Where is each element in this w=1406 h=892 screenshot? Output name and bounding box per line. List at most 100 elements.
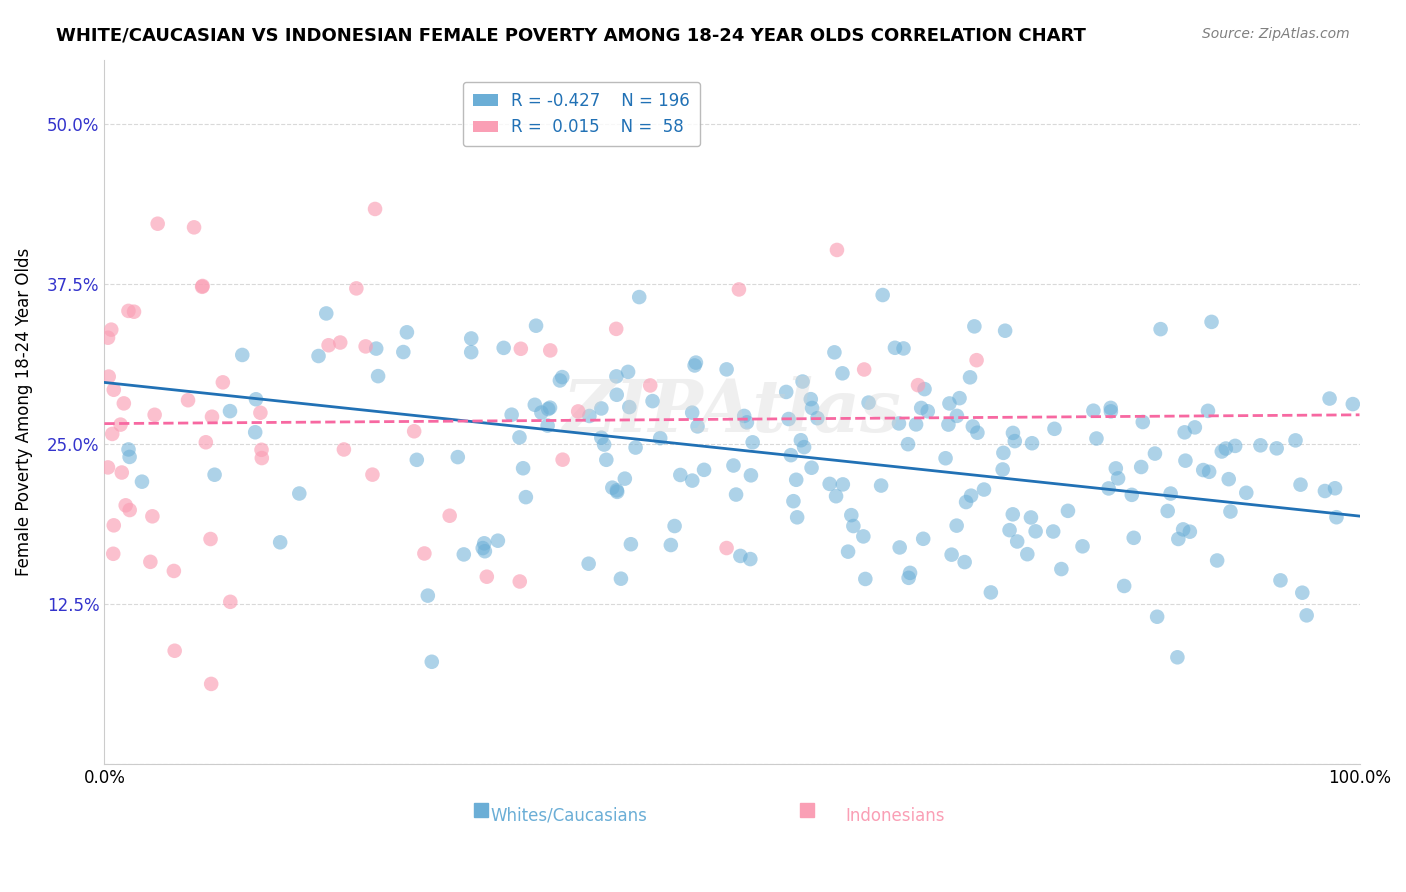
Whites/Caucasians — [893, 342, 915, 356]
Indonesians — [110, 417, 132, 432]
Whites/Caucasians — [219, 404, 242, 418]
Whites/Caucasians — [973, 483, 995, 497]
Whites/Caucasians — [953, 555, 976, 569]
Whites/Caucasians — [1050, 562, 1073, 576]
Whites/Caucasians — [551, 370, 574, 384]
Whites/Caucasians — [800, 392, 823, 406]
Whites/Caucasians — [1174, 425, 1197, 440]
Whites/Caucasians — [536, 418, 558, 433]
Text: Whites/Caucasians: Whites/Caucasians — [491, 806, 647, 824]
Indonesians — [163, 644, 186, 658]
Indonesians — [97, 460, 120, 475]
Whites/Caucasians — [741, 435, 763, 450]
Whites/Caucasians — [991, 462, 1014, 476]
Whites/Caucasians — [858, 395, 880, 409]
Whites/Caucasians — [870, 478, 893, 492]
Whites/Caucasians — [1099, 401, 1122, 415]
Indonesians — [567, 404, 589, 418]
Whites/Caucasians — [917, 404, 939, 418]
Whites/Caucasians — [606, 388, 628, 402]
Whites/Caucasians — [945, 518, 967, 533]
Indonesians — [475, 570, 498, 584]
Whites/Caucasians — [960, 489, 983, 503]
Indonesians — [103, 518, 125, 533]
Whites/Caucasians — [1249, 438, 1271, 452]
Whites/Caucasians — [725, 487, 748, 501]
Whites/Caucasians — [308, 349, 330, 363]
Whites/Caucasians — [669, 467, 692, 482]
Whites/Caucasians — [118, 450, 141, 464]
Whites/Caucasians — [1295, 608, 1317, 623]
Indonesians — [638, 378, 661, 392]
Indonesians — [329, 335, 352, 350]
Whites/Caucasians — [606, 483, 628, 498]
Whites/Caucasians — [938, 417, 960, 432]
Indonesians — [191, 279, 214, 293]
Whites/Caucasians — [1178, 524, 1201, 539]
Whites/Caucasians — [315, 306, 337, 320]
Whites/Caucasians — [716, 362, 738, 376]
Whites/Caucasians — [515, 490, 537, 504]
Whites/Caucasians — [591, 401, 613, 416]
Whites/Caucasians — [1326, 510, 1348, 524]
Whites/Caucasians — [508, 430, 530, 444]
Indonesians — [439, 508, 461, 523]
Indonesians — [141, 509, 163, 524]
Whites/Caucasians — [792, 375, 814, 389]
Whites/Caucasians — [245, 425, 267, 440]
Whites/Caucasians — [131, 475, 153, 489]
Indonesians — [250, 451, 273, 466]
Indonesians — [509, 342, 531, 356]
Whites/Caucasians — [1319, 392, 1341, 406]
Whites/Caucasians — [1174, 453, 1197, 467]
Indonesians — [97, 369, 120, 384]
Whites/Caucasians — [1234, 485, 1257, 500]
Whites/Caucasians — [420, 655, 443, 669]
Whites/Caucasians — [842, 519, 865, 533]
Indonesians — [112, 396, 135, 410]
Whites/Caucasians — [593, 437, 616, 451]
Whites/Caucasians — [1201, 315, 1223, 329]
Whites/Caucasians — [1098, 482, 1121, 496]
Whites/Caucasians — [730, 549, 752, 563]
Y-axis label: Female Poverty Among 18-24 Year Olds: Female Poverty Among 18-24 Year Olds — [15, 248, 32, 576]
Whites/Caucasians — [1324, 481, 1347, 495]
Whites/Caucasians — [650, 431, 672, 445]
Whites/Caucasians — [963, 319, 986, 334]
Whites/Caucasians — [1132, 415, 1154, 429]
Whites/Caucasians — [1021, 436, 1043, 450]
Whites/Caucasians — [938, 396, 960, 410]
Whites/Caucasians — [1218, 472, 1240, 486]
Indonesians — [966, 353, 988, 368]
Whites/Caucasians — [474, 544, 496, 558]
Whites/Caucasians — [1157, 504, 1180, 518]
Indonesians — [200, 677, 222, 691]
Whites/Caucasians — [1284, 434, 1306, 448]
Whites/Caucasians — [1121, 488, 1143, 502]
Whites/Caucasians — [853, 572, 876, 586]
Indonesians — [111, 466, 134, 480]
Whites/Caucasians — [1143, 446, 1166, 460]
Indonesians — [194, 435, 217, 450]
Whites/Caucasians — [1197, 404, 1219, 418]
Whites/Caucasians — [1071, 539, 1094, 553]
Whites/Caucasians — [1192, 463, 1215, 477]
Whites/Caucasians — [1211, 444, 1233, 458]
Whites/Caucasians — [619, 400, 641, 414]
Indonesians — [200, 532, 222, 546]
Whites/Caucasians — [1149, 322, 1171, 336]
Whites/Caucasians — [1042, 524, 1064, 539]
Whites/Caucasians — [578, 557, 600, 571]
Whites/Caucasians — [723, 458, 745, 473]
Indonesians — [122, 304, 145, 318]
Whites/Caucasians — [453, 548, 475, 562]
Indonesians — [825, 243, 848, 257]
Whites/Caucasians — [366, 342, 388, 356]
Whites/Caucasians — [620, 537, 643, 551]
Whites/Caucasians — [1085, 432, 1108, 446]
Whites/Caucasians — [548, 374, 571, 388]
Legend: R = -0.427    N = 196, R =  0.015    N =  58: R = -0.427 N = 196, R = 0.015 N = 58 — [463, 82, 700, 146]
Whites/Caucasians — [897, 571, 920, 585]
Indonesians — [101, 426, 124, 441]
Whites/Caucasians — [1146, 609, 1168, 624]
